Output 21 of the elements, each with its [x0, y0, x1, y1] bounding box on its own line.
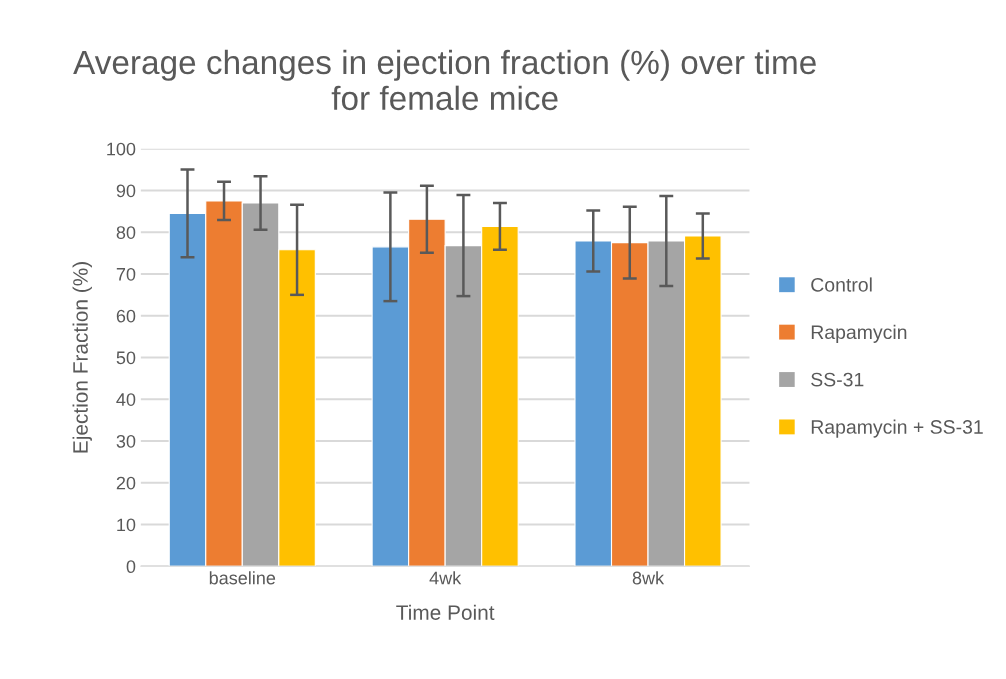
x-tick-label: 4wk	[429, 571, 462, 585]
x-tick-label: baseline	[209, 571, 276, 585]
y-tick-label: 40	[116, 393, 136, 406]
y-axis-title: Ejection Fraction (%)	[72, 262, 92, 453]
chart-title: Average changes in ejection fraction (%) over time for female mice	[73, 49, 816, 111]
y-tick-label: 60	[116, 309, 136, 323]
legend-label: SS-31	[811, 372, 864, 387]
y-tick-label: 80	[116, 226, 136, 239]
legend-label: Control	[811, 277, 872, 292]
legend-label: Rapamycin	[811, 324, 907, 343]
y-tick-label: 100	[107, 142, 136, 156]
y-tick-label: 20	[116, 476, 136, 490]
y-tick-label: 50	[116, 351, 136, 365]
y-tick-label: 30	[116, 434, 136, 448]
y-tick-label: 10	[117, 518, 136, 532]
x-axis-title: Time Point	[396, 604, 495, 620]
y-tick-label: 0	[126, 560, 136, 574]
legend-label: Rapamycin + SS-31	[811, 419, 983, 438]
y-tick-label: 90	[116, 184, 136, 198]
y-tick-label: 70	[116, 267, 136, 281]
x-tick-label: 8wk	[632, 571, 665, 585]
